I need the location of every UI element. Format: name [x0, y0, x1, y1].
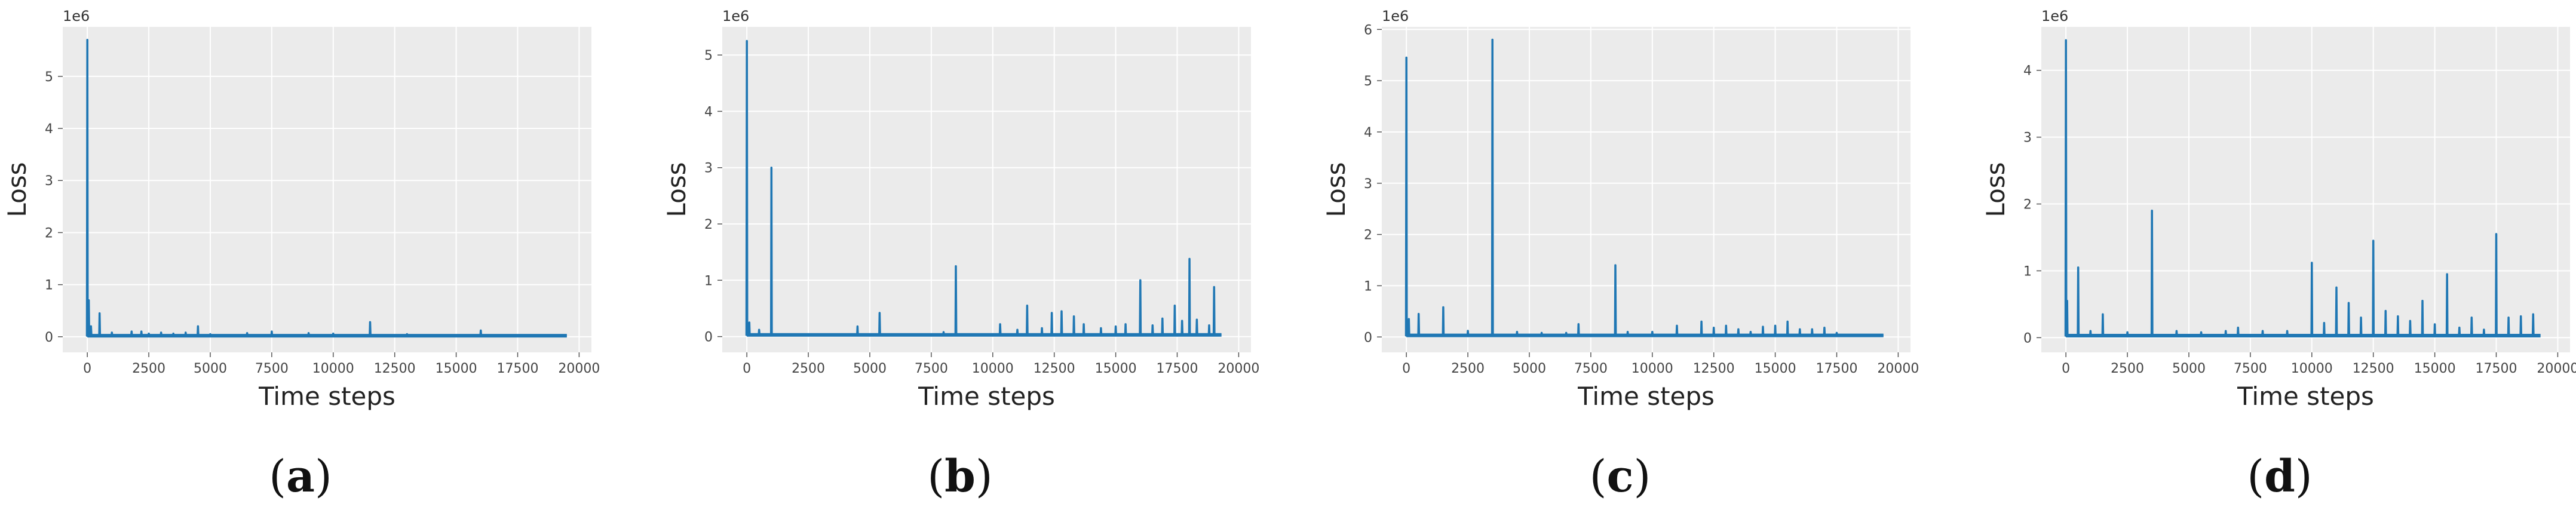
y-axis-label-a: Loss [2, 162, 32, 217]
x-tick-label-c-3: 7500 [1574, 361, 1608, 376]
x-tick-label-b-8: 20000 [1218, 361, 1259, 376]
chart-panel-c: 0 2500 5000 7500 10000 12500 15000 17500 20000 0 1… [1321, 8, 1919, 411]
y-axis-label-c: Loss [1321, 162, 1351, 217]
y-tick-label-a-0: 0 [45, 330, 53, 345]
x-tick-label-b-7: 17500 [1157, 361, 1198, 376]
x-tick-label-d-6: 15000 [2414, 361, 2456, 376]
x-tick-label-b-1: 2500 [792, 361, 825, 376]
y-tick-label-b-0: 0 [704, 330, 713, 345]
y-tick-label-a-2: 2 [45, 226, 53, 241]
x-tick-label-a-2: 5000 [194, 361, 227, 376]
y-exponent-label-d: 1e6 [2041, 8, 2068, 24]
y-tick-label-c-5: 5 [1364, 74, 1372, 89]
x-tick-label-b-0: 0 [743, 361, 751, 376]
x-tick-label-b-2: 5000 [853, 361, 887, 376]
y-axis-label-b: Loss [662, 162, 691, 217]
y-tick-label-d-4: 4 [2023, 64, 2032, 79]
y-axis-label-d: Loss [1981, 162, 2010, 217]
y-tick-label-b-3: 3 [704, 161, 713, 176]
plot-area-d [2041, 27, 2570, 352]
x-axis-label-a: Time steps [258, 382, 395, 411]
y-exponent-label-b: 1e6 [722, 8, 749, 24]
x-tick-label-d-8: 20000 [2537, 361, 2576, 376]
x-tick-label-d-5: 12500 [2353, 361, 2394, 376]
x-tick-label-b-3: 7500 [915, 361, 948, 376]
panel-label-a: (a) [269, 451, 332, 502]
x-tick-label-b-5: 12500 [1034, 361, 1075, 376]
y-tick-label-d-2: 2 [2023, 198, 2032, 213]
x-tick-label-c-5: 12500 [1693, 361, 1735, 376]
x-tick-label-a-6: 15000 [436, 361, 477, 376]
x-tick-label-c-6: 15000 [1755, 361, 1796, 376]
x-tick-label-b-4: 10000 [972, 361, 1014, 376]
y-tick-label-c-4: 4 [1364, 125, 1372, 140]
y-tick-label-b-2: 2 [704, 217, 713, 232]
chart-panel-a: 0 2500 5000 7500 10000 12500 15000 17500 20000 0 1… [2, 8, 600, 411]
y-tick-label-b-5: 5 [704, 48, 713, 63]
plot-area-b [722, 27, 1251, 352]
y-tick-label-d-3: 3 [2023, 131, 2032, 146]
x-tick-label-c-0: 0 [1402, 361, 1410, 376]
panel-label-c: (c) [1589, 451, 1651, 502]
y-exponent-label-a: 1e6 [63, 8, 90, 24]
plot-area-a [63, 27, 591, 352]
y-tick-label-d-1: 1 [2023, 264, 2032, 279]
y-tick-label-a-4: 4 [45, 122, 53, 137]
y-tick-label-c-2: 2 [1364, 228, 1372, 243]
x-tick-label-a-7: 17500 [497, 361, 539, 376]
x-tick-label-a-5: 12500 [374, 361, 416, 376]
x-tick-label-d-3: 7500 [2234, 361, 2267, 376]
y-tick-label-a-1: 1 [45, 278, 53, 293]
panel-label-d: (d) [2247, 451, 2313, 502]
x-tick-label-a-8: 20000 [558, 361, 600, 376]
x-tick-label-a-4: 10000 [312, 361, 354, 376]
panel-label-b: (b) [927, 451, 993, 502]
y-tick-label-a-3: 3 [45, 174, 53, 189]
x-tick-label-d-1: 2500 [2111, 361, 2144, 376]
x-axis-label-c: Time steps [1577, 382, 1715, 411]
x-tick-label-c-7: 17500 [1816, 361, 1858, 376]
plot-area-c [1382, 27, 1910, 352]
x-tick-label-c-1: 2500 [1451, 361, 1485, 376]
x-tick-label-d-2: 5000 [2172, 361, 2206, 376]
x-tick-label-c-2: 5000 [1513, 361, 1546, 376]
y-tick-label-c-6: 6 [1364, 23, 1372, 38]
y-exponent-label-c: 1e6 [1382, 8, 1409, 24]
x-tick-label-d-4: 10000 [2291, 361, 2333, 376]
y-tick-label-a-5: 5 [45, 70, 53, 85]
x-tick-label-d-7: 17500 [2476, 361, 2517, 376]
x-tick-label-d-0: 0 [2062, 361, 2070, 376]
x-axis-label-d: Time steps [2237, 382, 2374, 411]
x-tick-label-c-8: 20000 [1877, 361, 1919, 376]
y-tick-label-c-0: 0 [1364, 330, 1372, 345]
y-tick-label-b-4: 4 [704, 105, 713, 119]
y-tick-label-c-3: 3 [1364, 177, 1372, 192]
y-tick-label-d-0: 0 [2023, 331, 2032, 346]
x-tick-label-b-6: 15000 [1095, 361, 1137, 376]
x-tick-label-a-3: 7500 [255, 361, 289, 376]
x-tick-label-a-0: 0 [83, 361, 91, 376]
chart-panel-b: 0 2500 5000 7500 10000 12500 15000 17500 20000 0 1… [662, 8, 1259, 411]
y-tick-label-b-1: 1 [704, 274, 713, 288]
x-axis-label-b: Time steps [918, 382, 1055, 411]
x-tick-label-c-4: 10000 [1632, 361, 1673, 376]
y-tick-label-c-1: 1 [1364, 279, 1372, 294]
x-tick-label-a-1: 2500 [132, 361, 165, 376]
chart-panel-d: 0 2500 5000 7500 10000 12500 15000 17500 20000 0 1… [1981, 8, 2576, 411]
